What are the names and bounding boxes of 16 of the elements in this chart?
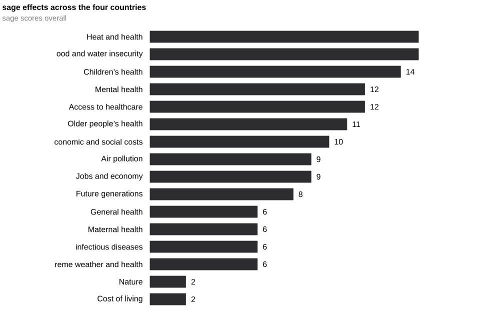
bar bbox=[150, 30, 419, 43]
bar bbox=[150, 136, 330, 148]
bar bbox=[150, 258, 258, 270]
bar bbox=[150, 206, 258, 218]
bar bbox=[150, 240, 258, 253]
bar bbox=[150, 223, 258, 236]
bar bbox=[150, 66, 401, 78]
bar bbox=[150, 170, 312, 183]
bar bbox=[150, 83, 366, 96]
bar bbox=[150, 293, 186, 306]
bar bbox=[150, 118, 348, 130]
bar bbox=[150, 48, 419, 60]
bar bbox=[150, 100, 366, 113]
bar bbox=[150, 153, 312, 166]
bar bbox=[150, 276, 186, 288]
bar bbox=[150, 188, 294, 200]
